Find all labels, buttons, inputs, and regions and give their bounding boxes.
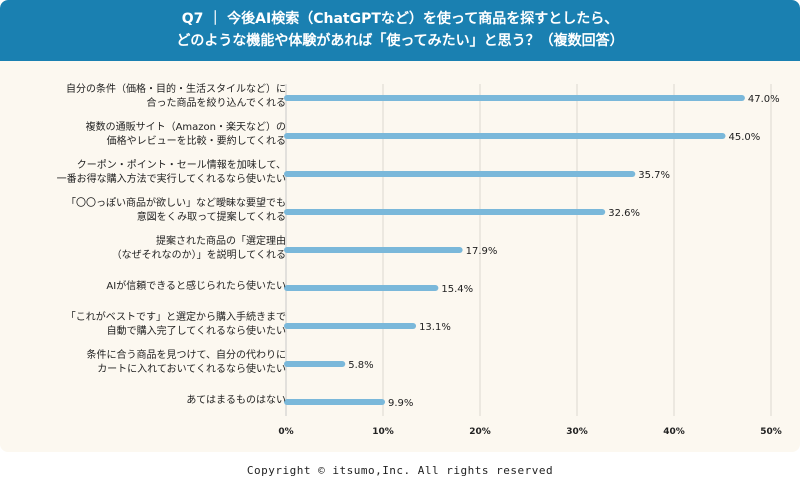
category-label: クーポン・ポイント・セール情報を加味して、一番お得な購入方法で実行してくれるなら… [57,159,286,187]
category-label-line: 自動で購入完了してくれるなら使いたい [106,326,286,337]
category-label-line: （なぜそれなのか）」を説明してくれる [111,250,286,261]
value-label: 35.7% [638,170,670,181]
chart-panel: Q7 ｜ 今後AI検索（ChatGPTなど）を使って商品を探すとしたら、 どのよ… [0,0,800,452]
category-label-line: 意図をくみ取って提案してくれる [136,212,286,223]
category-label: 自分の条件（価格・目的・生活スタイルなど）に合った商品を絞り込んでくれる [66,83,286,111]
category-label: 「これがベストです」と選定から購入手続きまで自動で購入完了してくれるなら使いたい [66,311,286,339]
category-label-line: 価格やレビューを比較・要約してくれる [106,136,286,147]
copyright-text: Copyright © itsumo,Inc. All rights reser… [246,464,554,477]
chart-title-line-1: Q7 ｜ 今後AI検索（ChatGPTなど）を使って商品を探すとしたら、 [181,11,619,27]
category-label-line: 提案された商品の「選定理由 [156,236,286,247]
x-tick-label: 10% [372,427,394,437]
chart-header: Q7 ｜ 今後AI検索（ChatGPTなど）を使って商品を探すとしたら、 どのよ… [0,0,800,61]
value-label: 9.9% [388,398,413,409]
category-label-line: 合った商品を絞り込んでくれる [146,98,287,109]
category-label-line: クーポン・ポイント・セール情報を加味して、 [76,160,286,171]
category-label-line: 「これがベストです」と選定から購入手続きまで [65,312,286,323]
bar-chart: 0% 10% 20% 30% 40% 50% 47.0% 45.0% 35.7% 32.6% 17.… [278,84,782,437]
category-label-line: カートに入れておいてくれるなら使いたい [97,364,286,375]
category-label: 条件に合う商品を見つけて、自分の代わりにカートに入れておいてくれるなら使いたい [87,349,287,377]
category-label: 「〇〇っぽい商品が欲しい」など曖昧な要望でも意図をくみ取って提案してくれる [66,197,286,225]
value-label: 13.1% [419,322,451,333]
category-label-line: 「〇〇っぽい商品が欲しい」など曖昧な要望でも [66,198,286,209]
category-label: あてはまるものはない [186,394,286,408]
category-label: 提案された商品の「選定理由 （なぜそれなのか）」を説明してくれる [112,235,286,263]
value-label: 5.8% [348,360,373,371]
category-label-line: AIが信頼できると感じられたら使いたい [106,281,286,292]
x-tick-label: 0% [278,427,293,437]
value-label: 32.6% [608,208,640,219]
value-label: 47.0% [748,94,780,105]
category-label: 複数の通販サイト（Amazon・楽天など）の価格やレビューを比較・要約してくれる [86,121,286,149]
x-tick-label: 20% [469,427,491,437]
x-tick-label: 30% [566,427,588,437]
category-label: AIが信頼できると感じられたら使いたい [106,280,286,294]
value-label: 17.9% [466,246,498,257]
value-label: 15.4% [441,284,473,295]
value-label: 45.0% [729,132,761,143]
chart-title-line-2: どのような機能や体験があれば「使ってみたい」と思う？（複数回答） [176,33,624,49]
category-label-line: 条件に合う商品を見つけて、自分の代わりに [86,350,287,361]
x-tick-label: 40% [663,427,685,437]
x-tick-label: 50% [760,427,782,437]
category-label-line: 一番お得な購入方法で実行してくれるなら使いたい [56,174,286,185]
category-label-line: あてはまるものはない [186,395,286,406]
category-label-line: 自分の条件（価格・目的・生活スタイルなど）に [66,84,286,95]
category-label-line: 複数の通販サイト（Amazon・楽天など）の [85,122,286,133]
